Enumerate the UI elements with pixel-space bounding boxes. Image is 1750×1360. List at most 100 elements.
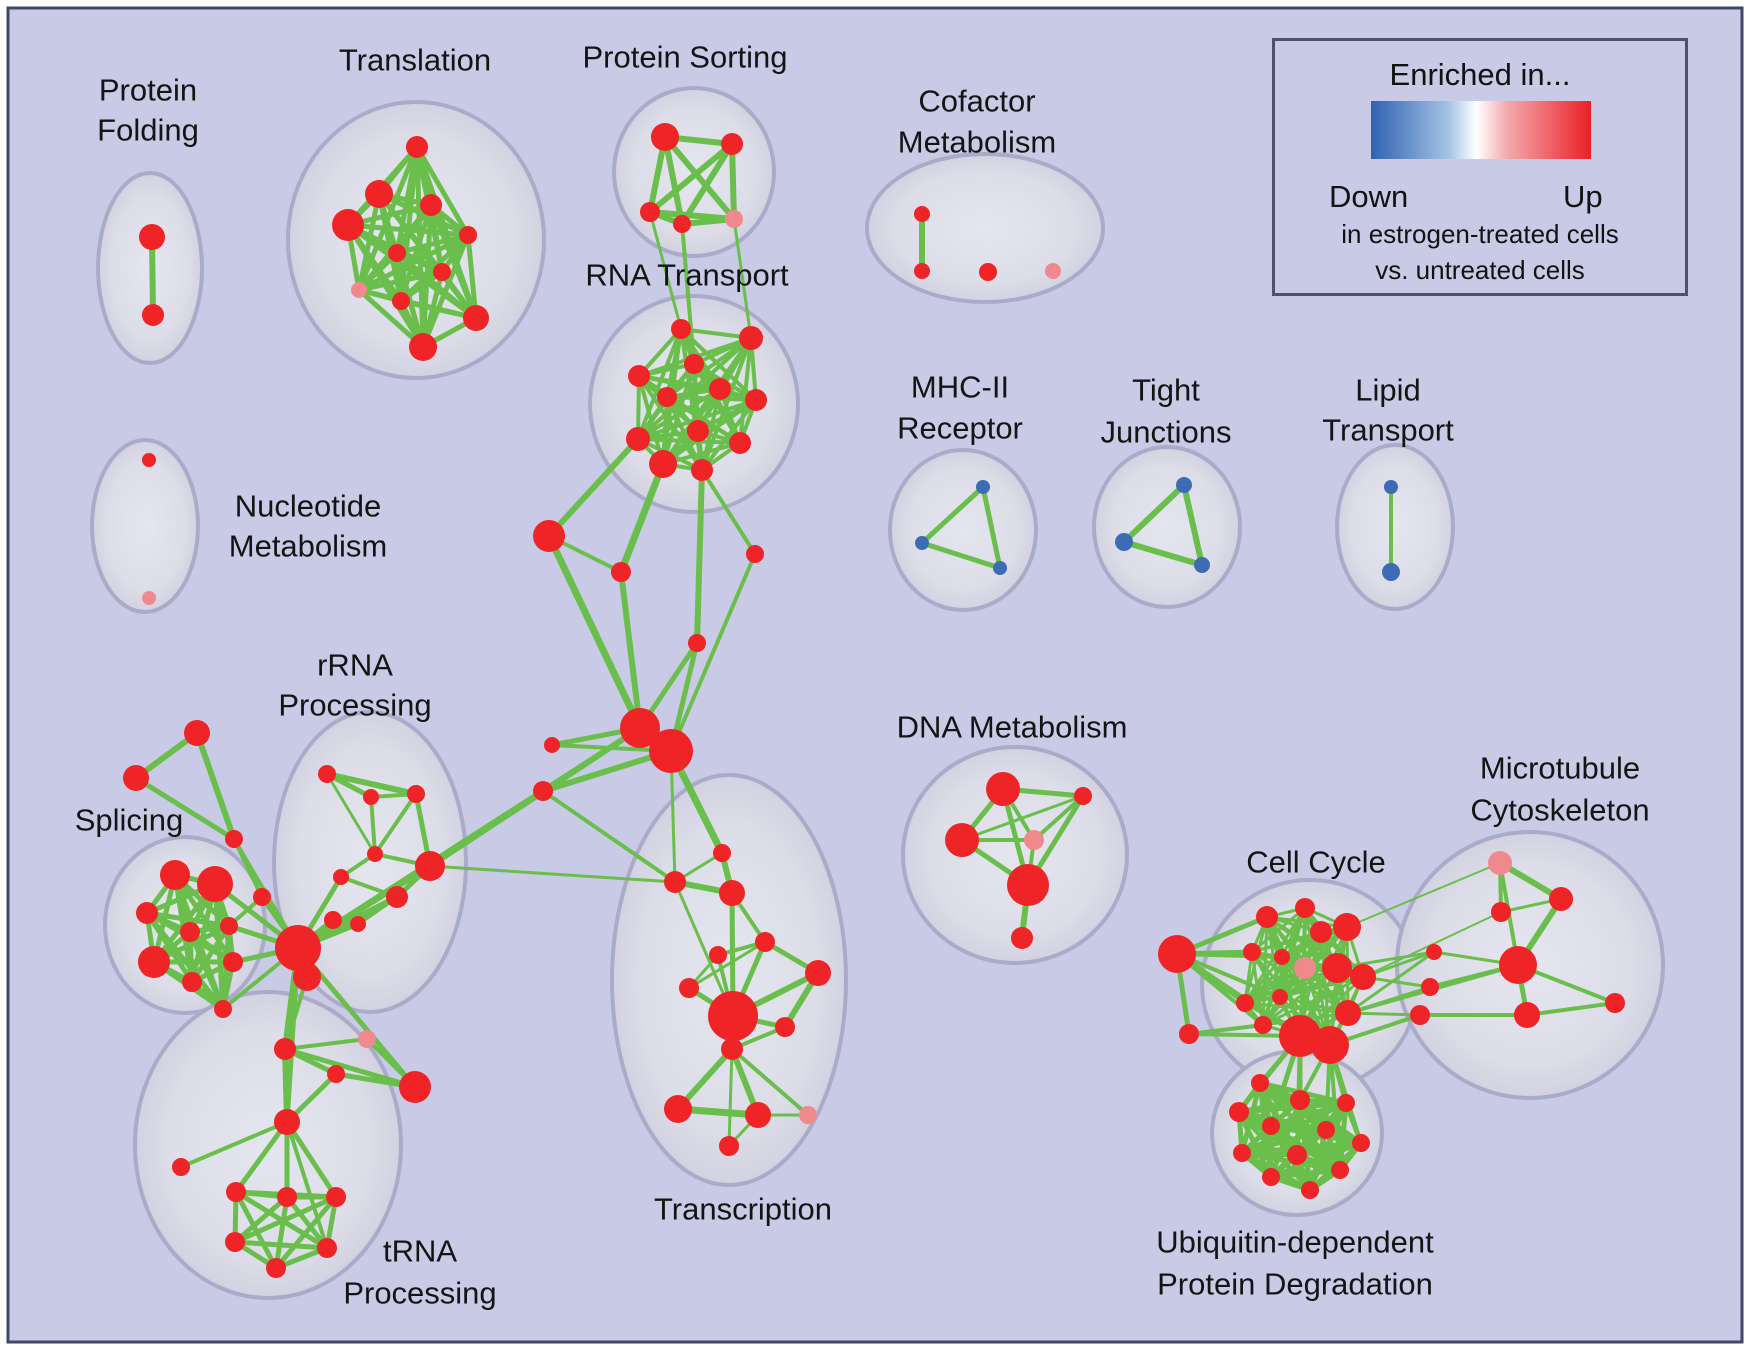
legend-up-label: Up: [1563, 179, 1603, 214]
node-b3: [688, 634, 706, 652]
node-tr11: [799, 1106, 817, 1124]
cluster-label-cofactor-metabolism: Cofactor: [918, 84, 1035, 119]
edge-rt7-rt12: [700, 398, 758, 472]
node-cf3: [979, 263, 997, 281]
node-cc15: [1335, 1000, 1361, 1026]
node-u1: [1251, 1074, 1269, 1092]
edge-ps2-ps3: [647, 141, 735, 215]
edge-mt5-cc15: [1346, 985, 1432, 1015]
node-u6: [1317, 1121, 1335, 1139]
node-ps5: [725, 210, 743, 228]
node-rr15: [358, 1030, 376, 1048]
edge-t5-t6: [394, 232, 471, 256]
node-rt2: [739, 326, 763, 350]
edge-cc6-cc10: [1243, 955, 1284, 1005]
cluster-label-trna-processing: tRNA: [383, 1234, 457, 1269]
cluster-label-cofactor-metabolism: Metabolism: [898, 125, 1057, 160]
node-d6: [1011, 927, 1033, 949]
cluster-ellipse-mhc-ii-receptor: [888, 448, 1038, 612]
edge-b1-h1: [545, 532, 644, 732]
cluster-label-dna-metabolism: DNA Metabolism: [897, 710, 1128, 745]
legend-caption-line1: in estrogen-treated cells: [1341, 219, 1619, 249]
edge-tn2-tn6: [273, 1194, 290, 1271]
node-s9: [214, 1000, 232, 1018]
node-tj1: [1176, 477, 1192, 493]
node-rrh: [275, 925, 321, 971]
node-tn3: [326, 1187, 346, 1207]
edge-cc2-cc5: [1250, 906, 1307, 954]
edge-mt4-cc8: [1335, 950, 1436, 970]
cluster-label-rrna-processing: rRNA: [317, 648, 393, 683]
edge-m2-m3: [919, 540, 1003, 571]
edge-cc9-cc11: [1261, 975, 1365, 1027]
cluster-label-rna-transport: RNA Transport: [585, 258, 789, 293]
node-cf1: [914, 206, 930, 222]
edge-rr3-rr4: [373, 792, 418, 856]
node-t11: [409, 333, 437, 361]
node-h2: [649, 729, 693, 773]
edge-tn2-tn5: [284, 1194, 330, 1251]
node-u3: [1337, 1094, 1355, 1112]
edge-rr12-rr14: [282, 1046, 418, 1090]
cluster-label-tight-junctions: Junctions: [1101, 415, 1232, 450]
edge-t8-t11: [356, 287, 426, 350]
edge-rr2-rr4: [369, 795, 377, 856]
node-cc9: [1350, 964, 1376, 990]
node-s4: [180, 922, 200, 942]
node-rr12: [274, 1038, 296, 1060]
node-m3: [993, 561, 1007, 575]
node-tn4: [225, 1232, 245, 1252]
edge-ps3-rt1: [648, 210, 683, 331]
node-tr6: [679, 978, 699, 998]
legend-title: Enriched in...: [1389, 57, 1571, 92]
edge-tn4-tn5: [232, 1239, 330, 1251]
node-rt5: [709, 378, 731, 400]
node-rr2: [363, 789, 379, 805]
node-cc5: [1243, 943, 1261, 961]
node-rr6: [415, 851, 445, 881]
edge-tj1-tj2: [1121, 482, 1187, 545]
cluster-label-protein-sorting: Protein Sorting: [582, 40, 787, 75]
edge-t5-t10: [465, 232, 479, 321]
node-rt6: [657, 387, 677, 407]
edge-cc8-cc11: [1261, 966, 1339, 1027]
edge-l2-h2: [540, 748, 674, 794]
edge-l2-tr1: [541, 789, 677, 884]
edge-tr3-tr6: [687, 940, 767, 990]
cluster-label-lipid-transport: Lipid: [1355, 373, 1421, 408]
node-trh: [708, 991, 758, 1041]
cluster-label-microtubule-cytoskeleton: Cytoskeleton: [1470, 793, 1649, 828]
cluster-label-rrna-processing: Processing: [278, 688, 431, 723]
node-rt11: [649, 450, 677, 478]
edge-u10-u11: [1268, 1167, 1343, 1180]
node-lt2: [1382, 563, 1400, 581]
node-cc13: [1279, 1015, 1321, 1057]
edge-rt2-rt10: [738, 336, 753, 445]
node-nm1: [142, 453, 156, 467]
node-t7: [433, 263, 451, 281]
edge-rr12-rr15: [283, 1037, 369, 1051]
node-d3: [945, 823, 979, 857]
cluster-label-tight-junctions: Tight: [1132, 373, 1200, 408]
edge-rt11-b2: [617, 460, 667, 576]
node-u8: [1233, 1144, 1251, 1162]
node-cc14: [1311, 1026, 1349, 1064]
node-x3: [225, 830, 243, 848]
edge-x2-x3: [133, 775, 237, 842]
node-cf2: [914, 263, 930, 279]
cluster-ellipse-nucleotide-metabolism: [90, 438, 200, 614]
node-cc4: [1333, 913, 1361, 941]
node-cc3: [1310, 921, 1332, 943]
node-rr9: [350, 916, 366, 932]
node-rr14: [399, 1071, 431, 1103]
edge-tr12-tr8: [727, 1047, 734, 1148]
node-cc10: [1236, 994, 1254, 1012]
edge-rr6-tr1: [428, 864, 677, 884]
node-rr5: [333, 869, 349, 885]
edge-ps1-ps4: [662, 134, 685, 227]
node-ps1: [651, 123, 679, 151]
node-cc1: [1256, 906, 1278, 928]
cluster-ellipse-lipid-transport: [1335, 443, 1455, 611]
node-tn2: [277, 1187, 297, 1207]
